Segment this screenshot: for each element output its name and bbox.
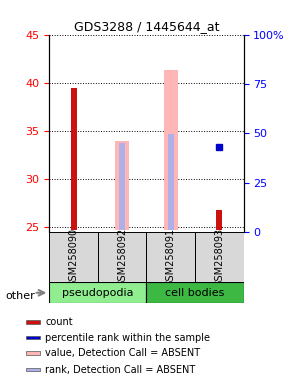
Bar: [168, 134, 174, 230]
Text: count: count: [46, 317, 73, 327]
Text: cell bodies: cell bodies: [165, 288, 225, 298]
Bar: [26, 320, 40, 324]
Text: GSM258093: GSM258093: [214, 228, 224, 287]
Text: GSM258092: GSM258092: [117, 228, 127, 287]
Text: other: other: [6, 291, 36, 301]
Bar: [49, 232, 98, 282]
Bar: [115, 141, 129, 230]
Bar: [26, 351, 40, 355]
Bar: [98, 232, 146, 282]
Bar: [146, 282, 244, 303]
Text: value, Detection Call = ABSENT: value, Detection Call = ABSENT: [46, 348, 200, 358]
Text: pseudopodia: pseudopodia: [62, 288, 134, 298]
Bar: [49, 282, 146, 303]
Bar: [71, 88, 77, 230]
Title: GDS3288 / 1445644_at: GDS3288 / 1445644_at: [74, 20, 219, 33]
Text: rank, Detection Call = ABSENT: rank, Detection Call = ABSENT: [46, 364, 196, 374]
Bar: [119, 142, 125, 230]
Bar: [195, 232, 244, 282]
Bar: [26, 336, 40, 339]
Bar: [216, 210, 222, 230]
Text: percentile rank within the sample: percentile rank within the sample: [46, 333, 210, 343]
Bar: [146, 232, 195, 282]
Bar: [26, 367, 40, 371]
Text: GSM258091: GSM258091: [166, 228, 176, 287]
Bar: [71, 134, 77, 230]
Bar: [164, 70, 177, 230]
Text: GSM258090: GSM258090: [69, 228, 79, 287]
